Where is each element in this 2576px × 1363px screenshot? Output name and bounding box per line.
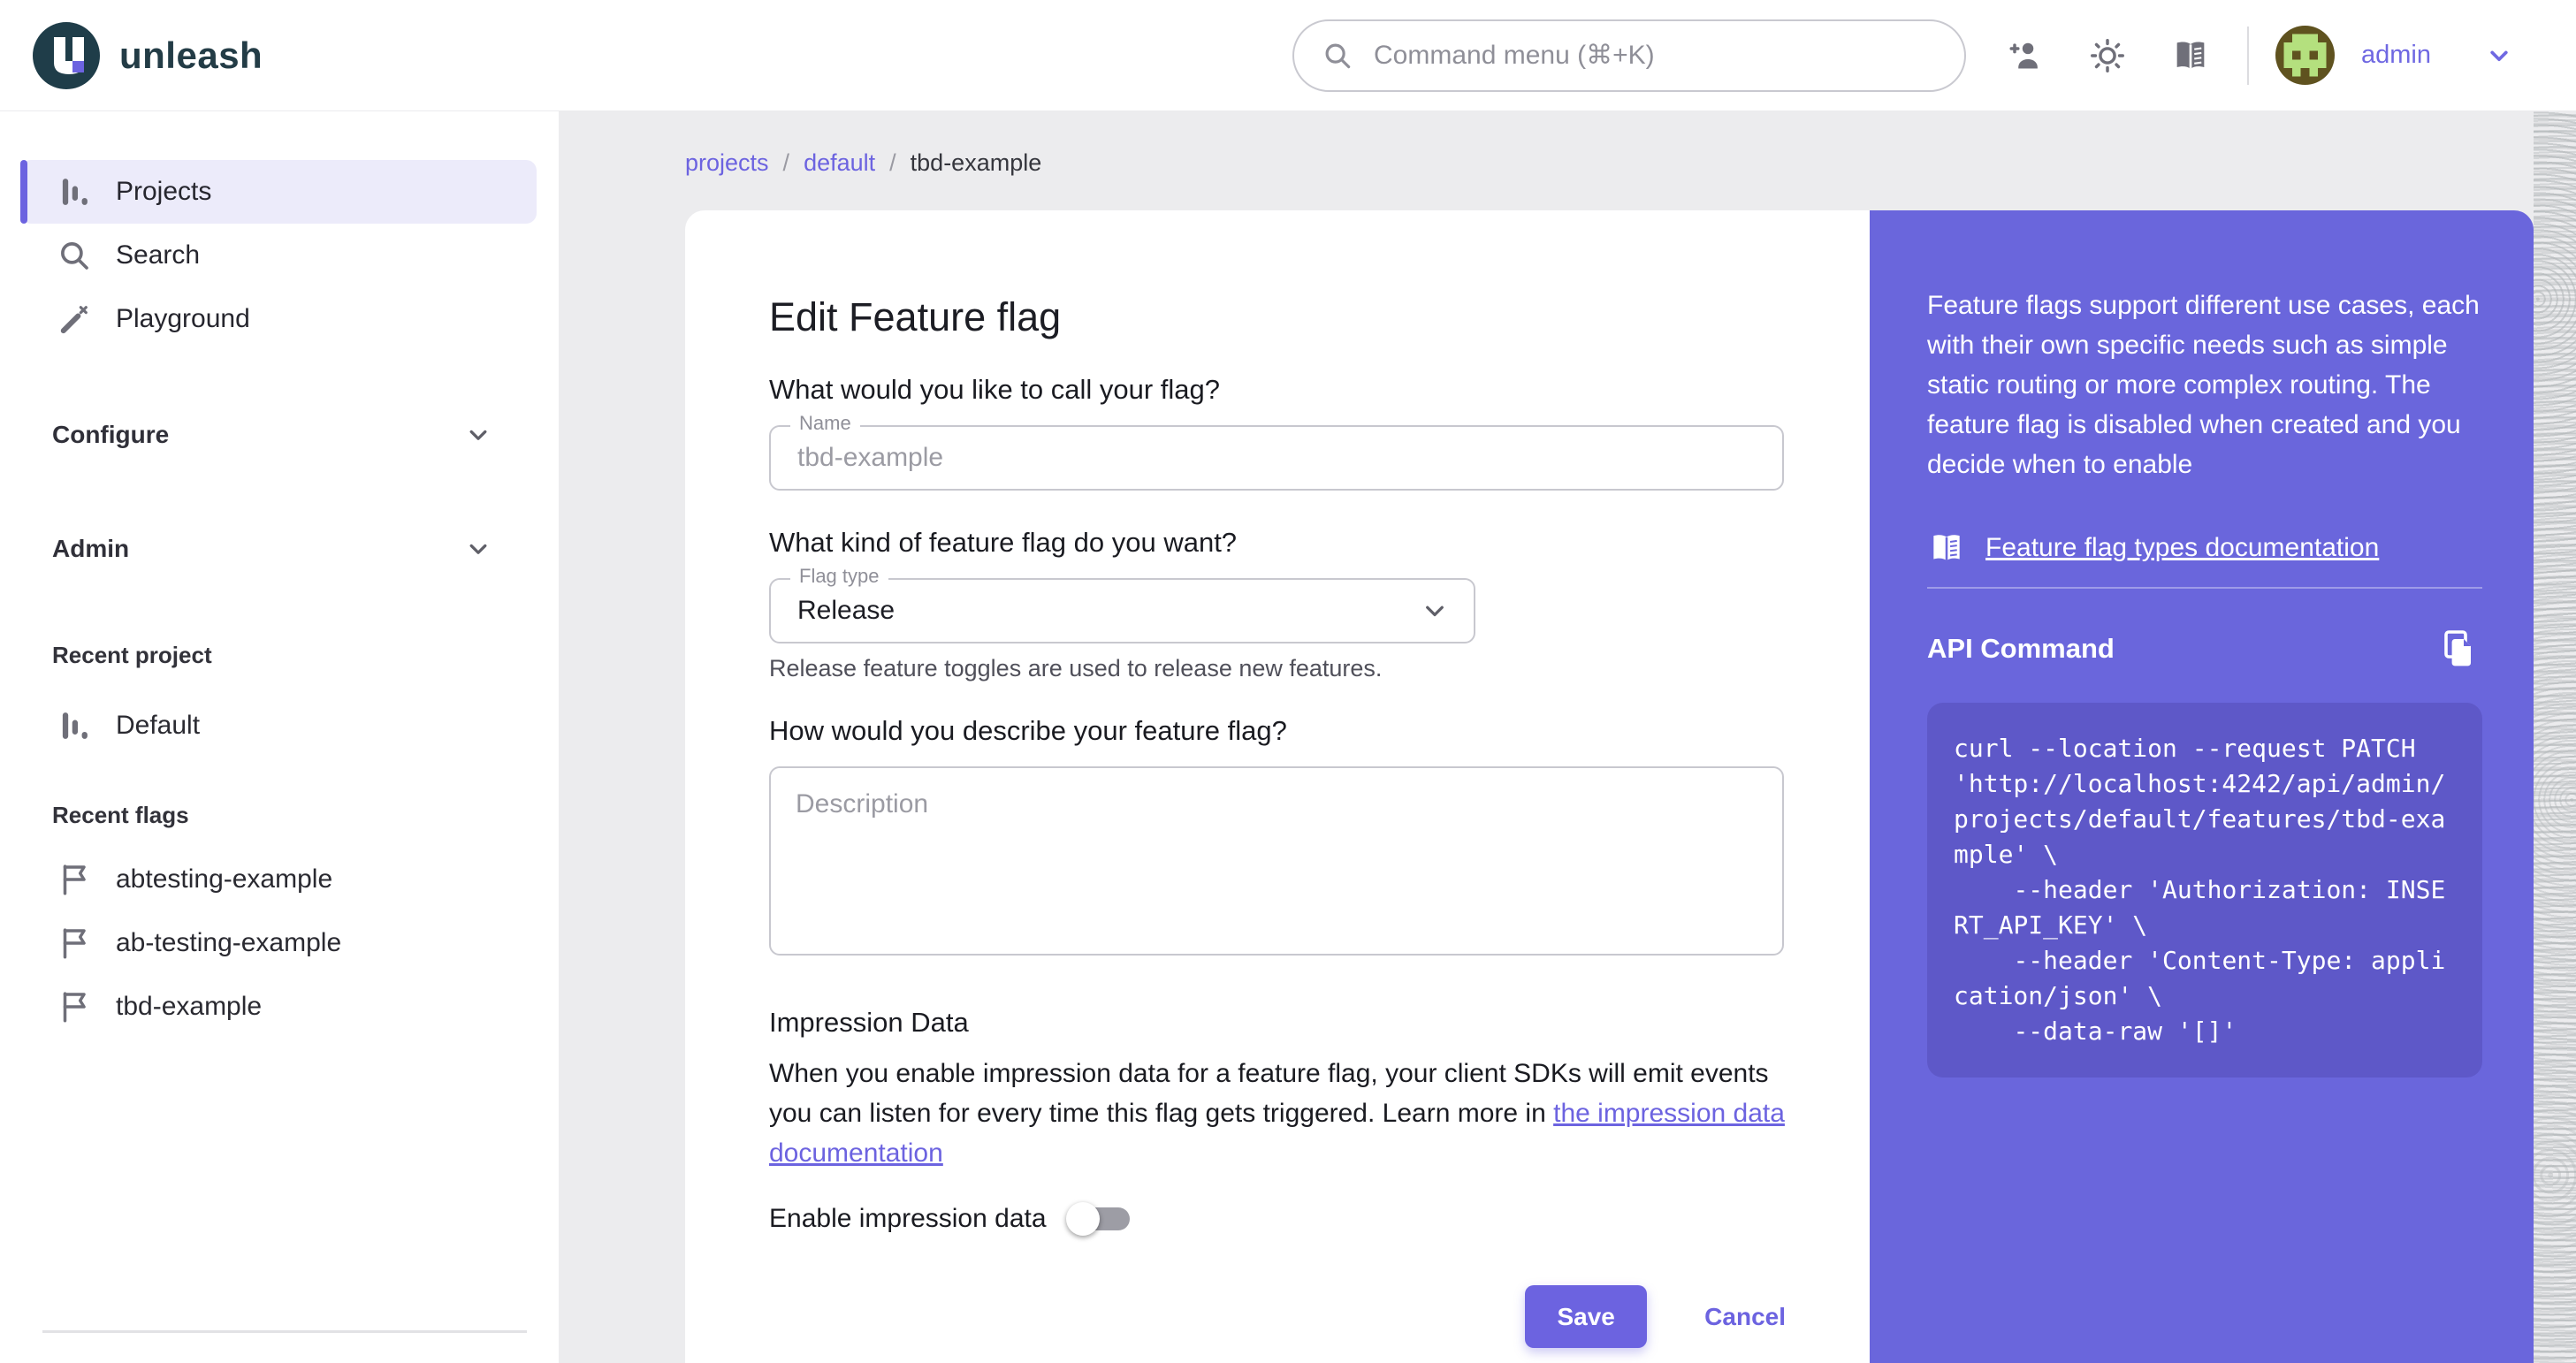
impression-toggle-row: Enable impression data xyxy=(769,1198,1786,1240)
add-user-icon xyxy=(2009,42,2038,68)
breadcrumb-separator: / xyxy=(889,148,896,176)
breadcrumb-separator: / xyxy=(782,148,790,176)
flag-types-doc-link: Feature flag types documentation xyxy=(1985,533,2380,562)
sidebar-item-label: Projects xyxy=(116,177,212,206)
shell: Projects Search Playground Configure xyxy=(0,111,2576,1363)
recent-flag-item[interactable]: ab-testing-example xyxy=(0,911,559,975)
sidebar-divider xyxy=(42,1330,527,1333)
brand-name: unleash xyxy=(119,34,263,76)
flag-type-label: Flag type xyxy=(790,565,888,588)
toggle-knob xyxy=(1065,1202,1100,1236)
recent-flags-label: Recent flags xyxy=(52,802,189,828)
chevron-down-icon xyxy=(2490,50,2508,61)
unleash-logo-icon xyxy=(33,21,100,89)
sidebar-section-admin[interactable]: Admin xyxy=(0,521,559,577)
sidebar-item-label: Search xyxy=(116,240,201,270)
flag-icon xyxy=(63,928,86,959)
form-actions: Save Cancel xyxy=(769,1285,1786,1348)
info-panel-description: Feature flags support different use case… xyxy=(1927,291,2480,479)
theme-toggle-button[interactable] xyxy=(2083,31,2132,80)
api-command-text: curl --location --request PATCH 'http://… xyxy=(1954,734,2446,1046)
unleash-logo-home-link[interactable]: unleash xyxy=(33,21,263,89)
edit-flag-paper: Edit Feature flag What would you like to… xyxy=(685,210,2534,1363)
flag-type-select[interactable]: Flag type Release xyxy=(769,565,1475,643)
page-title: Edit Feature flag xyxy=(769,294,1062,339)
chevron-down-icon xyxy=(469,430,487,440)
add-user-button[interactable] xyxy=(2000,31,2049,80)
chevron-down-icon xyxy=(1426,605,1444,617)
recent-flag-name: abtesting-example xyxy=(116,864,333,894)
topbar-divider xyxy=(2247,26,2249,85)
background-texture xyxy=(2534,111,2576,1363)
flag-types-doc-link-row[interactable]: Feature flag types documentation xyxy=(1927,529,2482,567)
impression-toggle[interactable] xyxy=(1065,1198,1133,1240)
api-command-header: API Command xyxy=(1927,626,2482,672)
open-book-icon xyxy=(1933,535,1960,561)
user-name: admin xyxy=(2361,41,2431,69)
breadcrumb-current: tbd-example xyxy=(910,148,1042,176)
projects-bars-icon xyxy=(62,712,88,739)
name-field: Name xyxy=(769,412,1784,491)
type-question: What kind of feature flag do you want? xyxy=(769,527,1238,558)
recent-project-name: Default xyxy=(116,711,201,740)
sidebar: Projects Search Playground Configure xyxy=(0,111,559,1363)
search-icon xyxy=(1325,43,1351,68)
projects-bars-icon xyxy=(62,179,88,205)
name-field-label: Name xyxy=(790,412,860,435)
name-question: What would you like to call your flag? xyxy=(769,374,1221,405)
copy-icon xyxy=(2444,630,2471,666)
flag-type-value: Release xyxy=(797,596,896,625)
sidebar-item-search[interactable]: Search xyxy=(20,224,537,287)
info-panel: Feature flags support different use case… xyxy=(1870,210,2534,1363)
sidebar-item-playground[interactable]: Playground xyxy=(20,287,537,351)
api-command-title: API Command xyxy=(1927,633,2115,664)
copy-command-button[interactable] xyxy=(2436,626,2482,672)
recent-project-label: Recent project xyxy=(52,642,212,668)
panel-divider xyxy=(1927,587,2482,589)
sidebar-item-projects[interactable]: Projects xyxy=(20,160,537,224)
recent-flag-name: ab-testing-example xyxy=(116,928,342,957)
section-label: Configure xyxy=(52,421,170,448)
impression-text: When you enable impression data for a fe… xyxy=(769,1059,1769,1128)
sidebar-section-configure[interactable]: Configure xyxy=(0,407,559,463)
recent-flags-list: abtesting-example ab-testing-example tbd… xyxy=(0,848,559,1039)
flag-icon xyxy=(63,992,86,1023)
playground-wand-icon xyxy=(60,306,88,334)
main-content: projects / default / tbd-example Edit Fe… xyxy=(559,111,2576,1363)
command-menu-input[interactable]: Command menu (⌘+K) xyxy=(1292,19,1966,92)
theme-sun-icon xyxy=(2091,38,2124,72)
description-textarea[interactable] xyxy=(769,766,1784,956)
breadcrumb-projects[interactable]: projects xyxy=(685,148,769,176)
sidebar-item-label: Playground xyxy=(116,304,250,333)
cancel-button[interactable]: Cancel xyxy=(1704,1302,1786,1330)
recent-flag-item[interactable]: abtesting-example xyxy=(0,848,559,911)
topbar: unleash Command menu (⌘+K) xyxy=(0,0,2576,111)
avatar xyxy=(2275,26,2335,85)
impression-docs-link[interactable]: the impression data documentation xyxy=(769,1099,1785,1168)
recent-project-default[interactable]: Default xyxy=(0,694,559,758)
api-command-code[interactable]: curl --location --request PATCH 'http://… xyxy=(1927,703,2482,1077)
impression-data-text: When you enable impression data for a fe… xyxy=(769,1054,1786,1173)
docs-book-icon xyxy=(2176,42,2205,69)
impression-data-title: Impression Data xyxy=(769,1007,969,1038)
documentation-button[interactable] xyxy=(2166,31,2215,80)
section-label: Admin xyxy=(52,535,130,562)
edit-flag-form: Edit Feature flag What would you like to… xyxy=(685,210,1870,1363)
command-menu-placeholder: Command menu (⌘+K) xyxy=(1374,41,1655,70)
flag-type-helper: Release feature toggles are used to rele… xyxy=(769,655,1383,682)
breadcrumb: projects / default / tbd-example xyxy=(685,140,2576,186)
impression-toggle-label: Enable impression data xyxy=(769,1204,1047,1233)
name-input[interactable] xyxy=(771,427,1782,489)
recent-flag-item[interactable]: tbd-example xyxy=(0,975,559,1039)
search-icon xyxy=(61,242,88,270)
description-question: How would you describe your feature flag… xyxy=(769,715,1287,746)
user-menu[interactable]: admin xyxy=(2275,26,2514,85)
recent-flag-name: tbd-example xyxy=(116,992,263,1021)
save-button[interactable]: Save xyxy=(1525,1285,1648,1348)
topbar-actions: Command menu (⌘+K) xyxy=(1292,19,2514,92)
breadcrumb-default[interactable]: default xyxy=(804,148,876,176)
flag-icon xyxy=(63,864,86,895)
chevron-down-icon xyxy=(469,544,487,554)
